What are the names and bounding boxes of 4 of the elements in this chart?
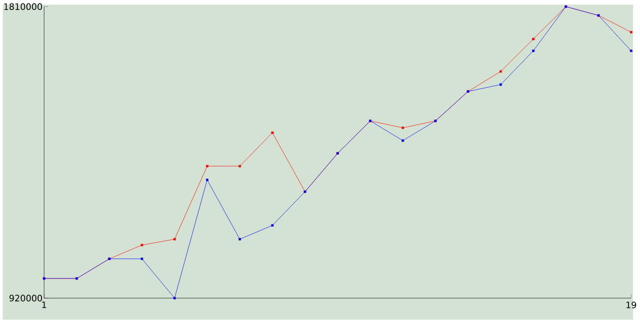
x-tick-label: 19 [626, 302, 636, 308]
y-tick-label: 920000 [9, 294, 42, 302]
x-tick-label: 1 [42, 302, 46, 308]
y-tick-label: 1810000 [4, 3, 42, 10]
